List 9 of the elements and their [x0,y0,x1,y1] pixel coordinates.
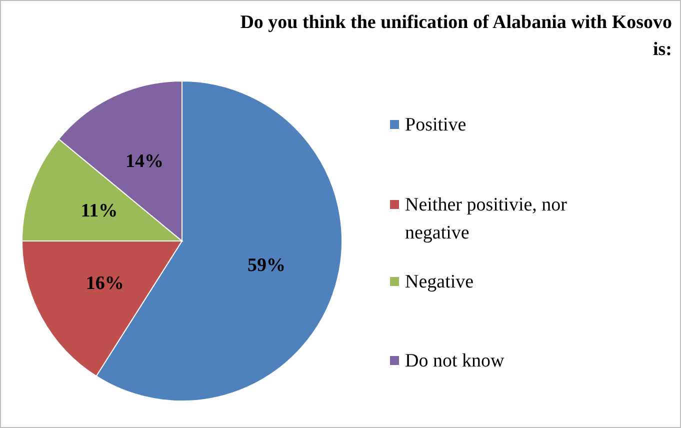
data-label: 14% [126,150,164,172]
data-label: 11% [80,200,118,222]
data-label: 59% [248,255,286,276]
legend-label: Negative [405,272,474,292]
legend-label: Do not know [405,350,504,372]
chart-title: Do you think the unification of Alabania with Kosovo is: [240,12,672,60]
legend-label: Neither positivie, nor negative [405,194,568,244]
data-label: 16% [86,272,124,294]
legend-label: Positive [405,114,466,136]
